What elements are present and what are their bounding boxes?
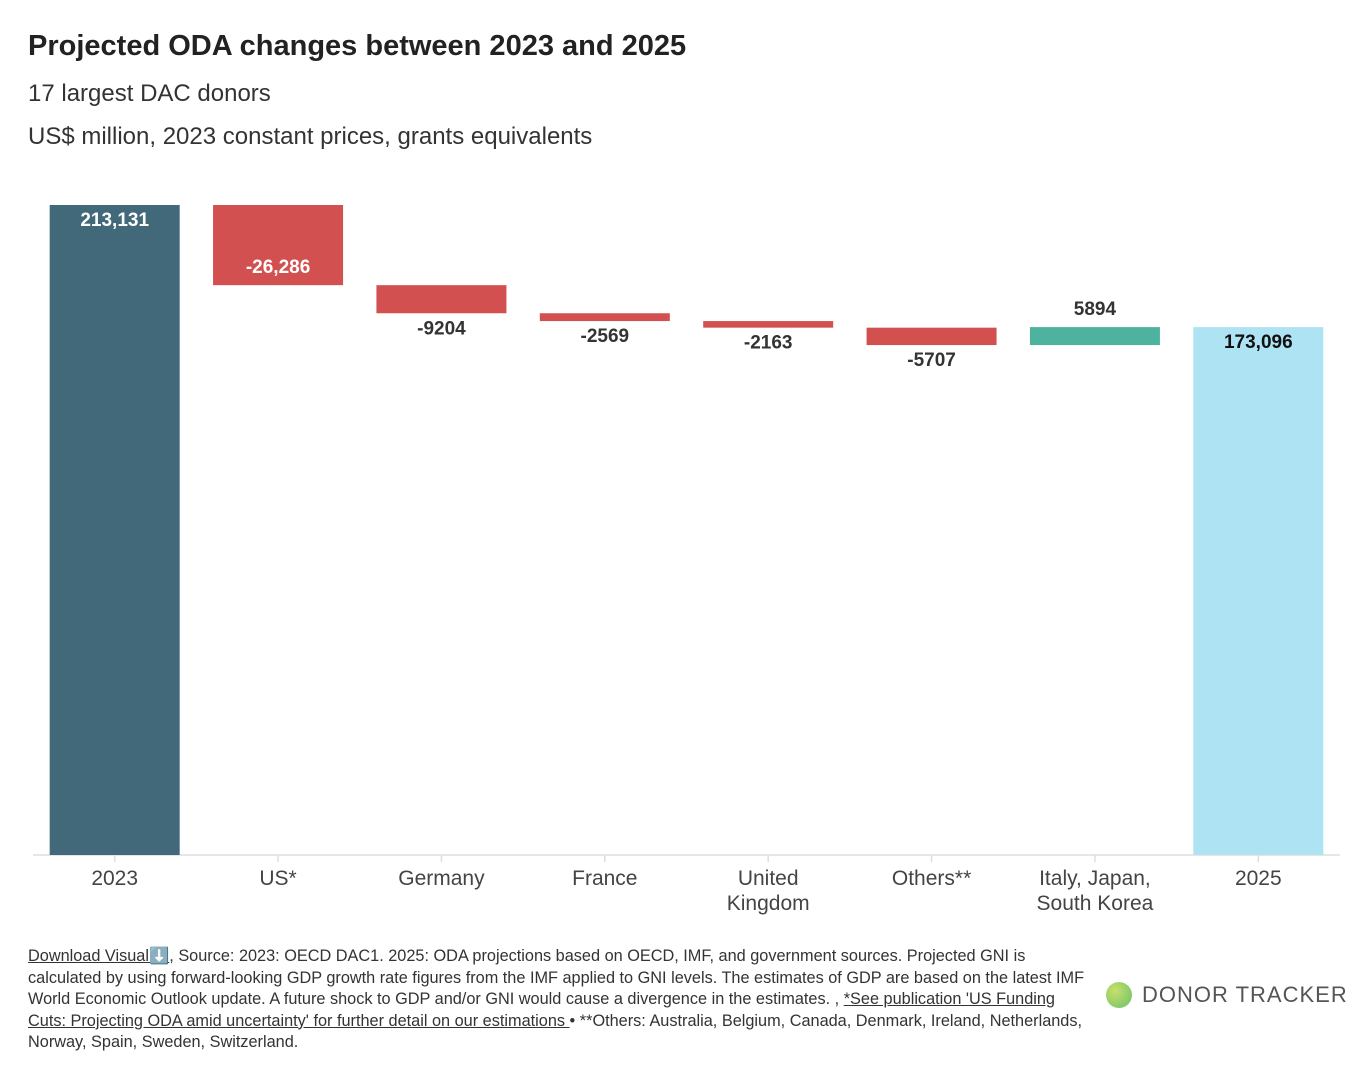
bar [866,327,997,346]
source-note: , Source: 2023: OECD DAC1. 2025: ODA pro… [28,947,1085,1009]
x-tick-label: 2023 [91,867,139,890]
bar [1193,327,1324,856]
value-label: 5894 [1074,299,1117,320]
bar [213,205,344,286]
value-label: -2163 [744,333,793,354]
x-tick-label: Italy, Japan, South Korea [1036,867,1154,915]
chart-subtitle: US$ million, 2023 constant prices, grant… [28,123,593,150]
x-tick-label: Others** [891,867,972,890]
footer: Download Visual⬇️, Source: 2023: OECD DA… [28,946,1093,1054]
value-label: -9204 [417,318,466,339]
x-tick-label: France [572,867,638,890]
bar [703,321,834,328]
chart: 213,131 -26,286 -9204 -2569 -2163 -5707 5894 17… [33,205,1340,862]
value-label: -2569 [581,326,630,347]
x-tick-label: 2025 [1234,867,1282,890]
download-link[interactable]: Download Visual⬇️ [28,947,170,965]
value-label: 173,096 [1224,332,1293,353]
x-tick-label: US* [259,867,297,890]
value-label: -26,286 [246,257,310,278]
value-label: 213,131 [80,210,149,231]
others-note: • **Others: Australia, Belgium, Canada, … [28,1011,1083,1052]
bar [49,205,180,855]
logo: DONOR TRACKER [1106,982,1348,1008]
chart-subtitle: 17 largest DAC donors [28,80,271,107]
publication-link[interactable]: *See publication 'US Funding Cuts: Proje… [28,990,1055,1030]
logo-icon [1106,982,1132,1008]
value-label: -5707 [907,350,956,371]
x-tick-label: Germany [398,867,485,890]
chart-title: Projected ODA changes between 2023 and 2… [28,30,687,62]
bar [1029,327,1160,346]
bar [539,313,670,322]
x-tick-label: United Kingdom [726,867,810,915]
logo-text: DONOR TRACKER [1142,982,1348,1007]
bar [376,285,507,314]
